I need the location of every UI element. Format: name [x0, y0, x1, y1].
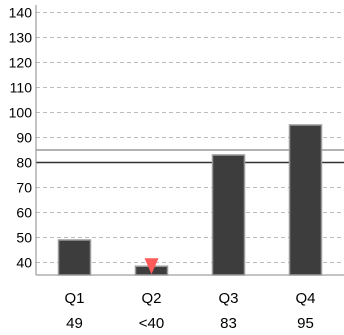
y-tick-label: 50 [16, 230, 32, 246]
x-value-label: 83 [220, 315, 237, 332]
y-tick-label: 60 [16, 205, 32, 221]
y-tick-label: 70 [16, 180, 32, 196]
y-tick-label: 140 [9, 5, 33, 21]
x-category-label: Q3 [218, 290, 238, 307]
bar [57, 239, 92, 276]
x-value-label: <40 [139, 315, 164, 332]
y-tick-label: 40 [16, 255, 32, 271]
y-tick-label: 90 [16, 130, 32, 146]
y-tick-label: 130 [9, 30, 33, 46]
bar [288, 124, 323, 276]
x-value-label: 95 [297, 315, 314, 332]
y-tick-label: 110 [10, 80, 33, 96]
x-value-label: 49 [66, 315, 83, 332]
x-category-label: Q4 [295, 290, 315, 307]
y-tick-label: 80 [16, 155, 32, 171]
x-category-label: Q2 [141, 290, 161, 307]
y-tick-label: 100 [9, 105, 33, 121]
down-triangle-marker-icon [144, 258, 159, 275]
x-category-label: Q1 [64, 290, 84, 307]
y-tick-label: 120 [9, 55, 33, 71]
bar [211, 154, 246, 276]
